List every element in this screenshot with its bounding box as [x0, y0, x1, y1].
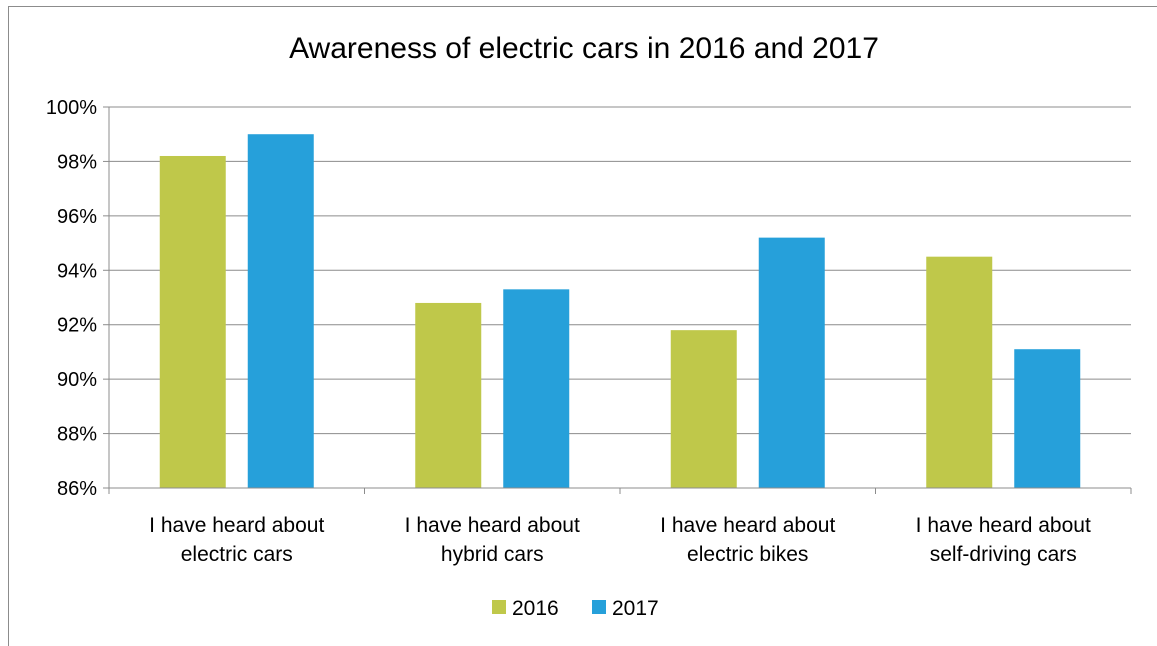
y-tick-label: 94% [57, 260, 97, 282]
legend-swatch-2016 [492, 600, 506, 614]
bar-2017-3 [758, 237, 825, 488]
x-category-label: I have heard about electric bikes [660, 514, 835, 566]
y-tick-label: 86% [57, 478, 97, 500]
chart-title: Awareness of electric cars in 2016 and 2… [289, 32, 879, 65]
legend-swatch-2017 [592, 600, 606, 614]
y-tick-label: 96% [57, 206, 97, 228]
bar-2016-1 [159, 155, 226, 488]
bar-2016-2 [415, 302, 482, 488]
y-tick-label: 88% [57, 424, 97, 446]
legend-label-2016: 2016 [512, 597, 559, 620]
legend-label-2017: 2017 [612, 597, 659, 620]
bar-2017-2 [503, 289, 570, 488]
x-category-label: I have heard about electric cars [149, 514, 324, 566]
x-category-label: I have heard about hybrid cars [405, 514, 580, 566]
y-tick-label: 92% [57, 315, 97, 337]
y-tick-label: 90% [57, 369, 97, 391]
chart-frame [8, 6, 1157, 646]
x-category-label: I have heard about self-driving cars [916, 514, 1091, 566]
x-axis: I have heard about electric cars I have he… [108, 487, 1132, 566]
bars [159, 134, 1081, 488]
bar-2016-3 [670, 330, 737, 488]
bar-2017-4 [1014, 349, 1081, 488]
y-tick-label: 98% [57, 151, 97, 173]
y-tick-label: 100% [46, 97, 97, 119]
y-axis: 86% 88% 90% 92% 94% 96% 98% 100% [46, 97, 110, 500]
bar-2017-1 [247, 134, 314, 488]
legend: 2016 2017 [492, 597, 659, 620]
bar-2016-4 [926, 256, 993, 488]
